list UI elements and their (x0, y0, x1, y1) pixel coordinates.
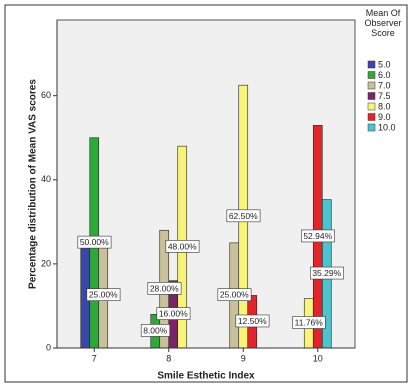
legend-label: 10.0 (378, 122, 396, 132)
y-axis-label: Percentage distribution of Mean VAS scor… (28, 79, 39, 289)
data-label: 12.50% (238, 316, 267, 326)
data-label-box (86, 288, 121, 301)
data-label-box (147, 282, 182, 295)
data-label-box (77, 235, 112, 249)
data-label: 50.00% (80, 237, 109, 247)
x-tick-label: 10 (313, 353, 323, 363)
legend-swatch (367, 92, 376, 100)
data-label: 8.00% (143, 325, 168, 335)
legend-label: 8.0 (378, 101, 391, 111)
data-label-box (235, 314, 270, 328)
y-tick-label: 40 (41, 174, 51, 184)
legend-swatch (367, 81, 376, 90)
data-label: 28.00% (150, 283, 179, 293)
data-label-box (310, 266, 344, 280)
data-label-box (165, 240, 200, 253)
y-tick-label: 60 (41, 90, 51, 100)
legend-swatch (367, 71, 376, 79)
legend-swatch (367, 113, 376, 121)
legend-title: Mean Of Observer Score (364, 8, 401, 38)
x-tick-label: 7 (92, 353, 97, 363)
legend-label: 7.0 (378, 80, 391, 90)
data-label: 48.00% (168, 241, 197, 251)
legend-label: 6.0 (378, 70, 391, 80)
data-label: 25.00% (220, 290, 249, 300)
data-label-box (140, 324, 171, 337)
data-label: 16.00% (159, 309, 188, 319)
data-label: 25.00% (89, 290, 118, 300)
legend-swatch (367, 123, 376, 132)
y-tick-label: 0 (46, 342, 51, 352)
x-tick-label: 9 (241, 353, 246, 363)
legend-label: 5.0 (378, 59, 391, 69)
data-label-box (156, 307, 191, 320)
y-tick-label: 20 (41, 258, 51, 268)
x-tick-label: 8 (166, 353, 171, 363)
data-label-box (301, 229, 335, 243)
legend-label: 7.5 (378, 91, 391, 101)
legend-label: 9.0 (378, 112, 391, 122)
legend-swatch (367, 60, 376, 69)
data-label: 35.29% (312, 268, 341, 278)
data-label-box (217, 288, 252, 301)
data-label: 11.76% (295, 318, 324, 328)
legend-swatch (367, 102, 376, 111)
data-label-box (226, 209, 261, 223)
data-label: 62.50% (229, 211, 258, 221)
x-axis-label: Smile Esthetic Index (157, 371, 255, 382)
data-label: 52.94% (303, 231, 332, 241)
data-label-box (292, 316, 326, 329)
